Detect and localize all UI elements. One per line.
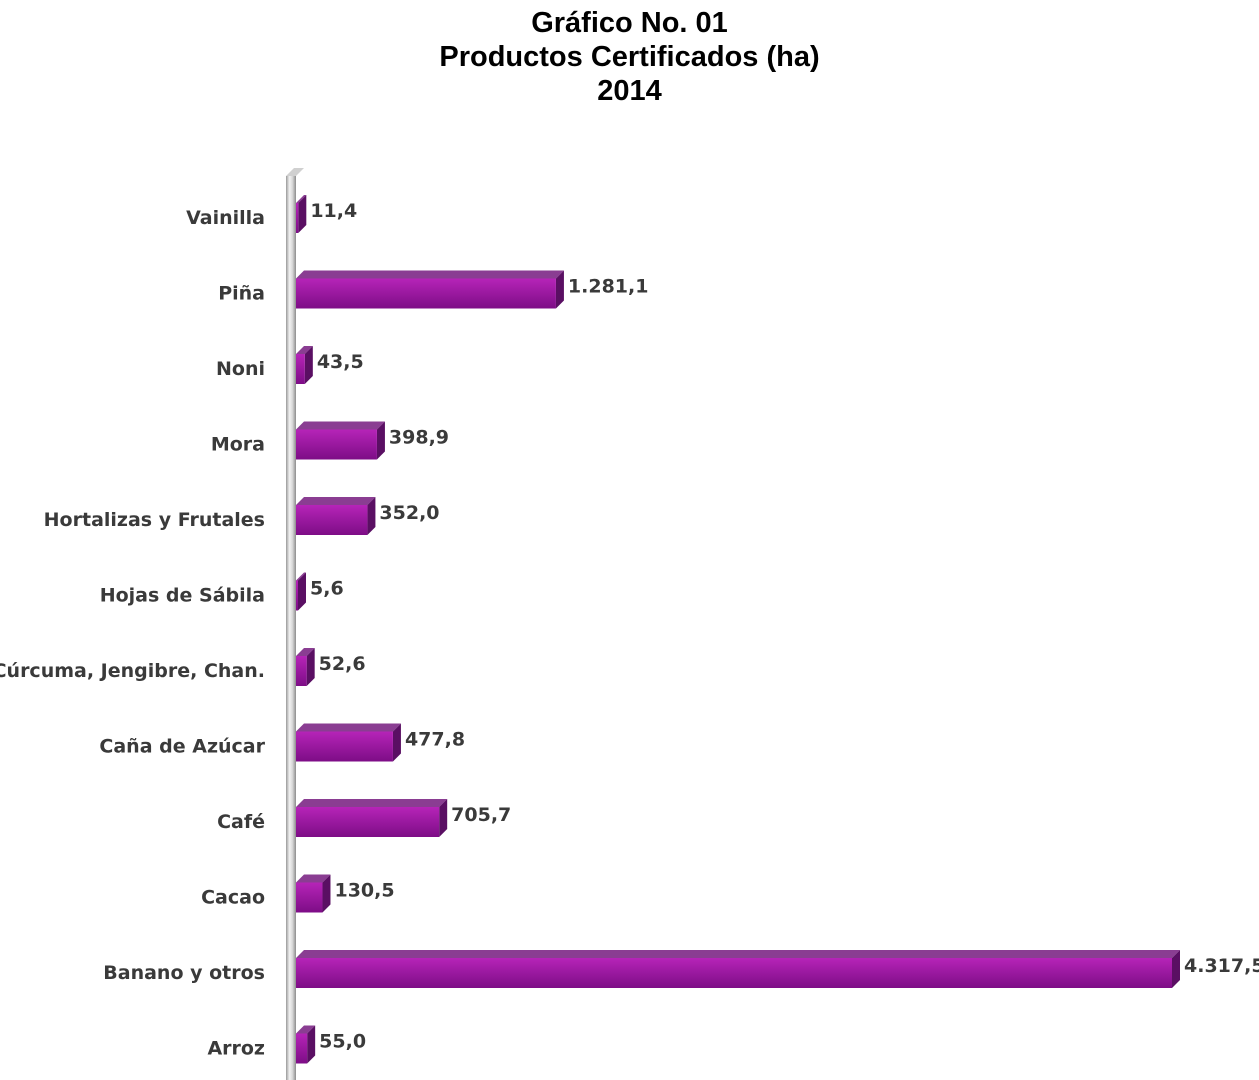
bar-side-face	[306, 648, 315, 686]
bar-12	[296, 1025, 316, 1064]
bar-front-face	[296, 656, 307, 686]
bar-side-face	[439, 799, 448, 837]
category-label: Caña de Azúcar	[99, 736, 265, 758]
bar-top-face	[296, 723, 401, 732]
bar-10	[296, 874, 331, 913]
axis-wall-top	[286, 168, 304, 176]
chart-title-line-3: 2014	[597, 75, 662, 107]
bar-top-face	[296, 1025, 316, 1034]
bar-front-face	[296, 1033, 308, 1064]
category-label: Banano y otros	[103, 962, 265, 984]
category-label: Hojas de Sábila	[100, 585, 265, 607]
value-label: 43,5	[317, 351, 364, 373]
category-label: Piña	[218, 283, 265, 305]
bar-top-face	[296, 497, 376, 505]
category-label: Cúrcuma, Jengibre, Chan.	[0, 660, 265, 682]
category-label: Cacao	[201, 887, 265, 909]
bar-front-face	[296, 882, 323, 913]
axis-wall	[286, 168, 304, 1080]
bar-top-face	[296, 799, 448, 807]
bar-1	[296, 195, 307, 233]
value-label: 11,4	[310, 200, 357, 222]
axis-wall-face	[286, 176, 296, 1080]
bar-front-face	[296, 505, 368, 535]
category-labels: Vainilla Piña Noni Mora Hortalizas y Frutale…	[0, 207, 266, 1060]
bar-top-face	[296, 346, 313, 354]
value-label: 52,6	[319, 653, 366, 675]
bar-5	[296, 497, 376, 535]
bar-11	[296, 950, 1180, 988]
value-label: 55,0	[319, 1031, 366, 1053]
value-label: 352,0	[379, 502, 439, 524]
bar-2	[296, 270, 564, 309]
bar-side-face	[322, 874, 331, 913]
bar-top-face	[296, 421, 385, 430]
bar-front-face	[296, 958, 1172, 988]
category-label: Noni	[216, 358, 265, 380]
bar-top-face	[296, 648, 315, 656]
value-label: 398,9	[389, 427, 449, 449]
value-label: 5,6	[310, 578, 344, 600]
bar-side-face	[307, 1025, 316, 1064]
bar-side-face	[367, 497, 376, 535]
bar-side-face	[376, 421, 385, 460]
bars-group	[296, 195, 1180, 1064]
bar-top-face	[296, 950, 1180, 958]
bar-front-face	[296, 354, 305, 384]
bar-side-face	[304, 346, 313, 384]
category-label: Vainilla	[186, 207, 265, 229]
bar-7	[296, 648, 315, 686]
category-label: Café	[217, 811, 265, 833]
bar-top-face	[296, 874, 331, 883]
bar-9	[296, 799, 448, 837]
value-label: 4.317,5	[1184, 955, 1259, 977]
bar-front-face	[296, 580, 298, 611]
bar-side-face	[555, 270, 564, 309]
bar-top-face	[296, 195, 307, 203]
chart-title-line-1: Gráfico No. 01	[531, 7, 728, 39]
bar-front-face	[296, 807, 440, 837]
bar-4	[296, 421, 385, 460]
bar-3	[296, 346, 313, 384]
category-label: Hortalizas y Frutales	[44, 509, 265, 531]
bar-front-face	[296, 429, 377, 460]
bar-side-face	[1172, 950, 1180, 988]
chart-title-line-2: Productos Certificados (ha)	[439, 41, 820, 73]
bar-side-face	[298, 572, 306, 611]
bar-side-face	[392, 723, 401, 762]
bar-front-face	[296, 278, 556, 309]
bar-top-face	[296, 572, 306, 581]
value-label: 477,8	[405, 729, 465, 751]
value-labels: 11,4 1.281,1 43,5 398,9 352,0 5,6 52,6 477,8 705…	[310, 200, 1259, 1053]
bar-6	[296, 572, 306, 611]
bar-side-face	[298, 195, 307, 233]
bar-front-face	[296, 203, 299, 233]
value-label: 130,5	[334, 880, 394, 902]
bar-front-face	[296, 731, 393, 762]
value-label: 705,7	[451, 804, 511, 826]
category-label: Arroz	[207, 1038, 265, 1060]
bar-top-face	[296, 270, 564, 279]
chart-title: Gráfico No. 01 Productos Certificados (h…	[0, 6, 1259, 108]
category-label: Mora	[211, 434, 265, 456]
value-label: 1.281,1	[568, 276, 649, 298]
bar-8	[296, 723, 401, 762]
